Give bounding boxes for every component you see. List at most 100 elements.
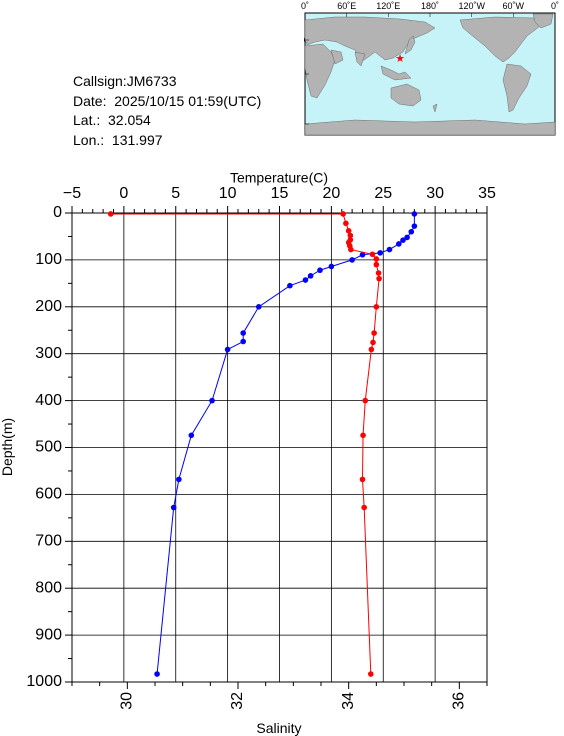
temperature-tick-label: 35 bbox=[478, 185, 496, 202]
map-lon-label: 60˚W bbox=[503, 1, 525, 11]
depth-tick-label: 800 bbox=[35, 579, 62, 596]
land-south-america bbox=[502, 63, 532, 113]
temperature-data-point bbox=[408, 228, 415, 235]
depth-tick-label: 200 bbox=[35, 298, 62, 315]
temperature-data-point bbox=[307, 273, 314, 279]
longitude-label: Lon.: 131.997 bbox=[73, 131, 163, 148]
salinity-data-point bbox=[362, 397, 369, 404]
temperature-data-point bbox=[328, 263, 335, 270]
salinity-data-point bbox=[345, 228, 352, 234]
salinity-tick-label: 34 bbox=[340, 692, 357, 710]
temperature-data-point bbox=[224, 346, 231, 353]
chart-grid bbox=[72, 213, 487, 682]
salinity-data-point bbox=[343, 220, 349, 227]
temperature-data-point bbox=[302, 277, 309, 283]
temperature-data-point bbox=[349, 257, 355, 263]
temperature-tick-label: 0 bbox=[119, 185, 128, 202]
salinity-tick-label: 32 bbox=[229, 692, 246, 710]
salinity-data-point bbox=[373, 304, 380, 310]
land-eurasia bbox=[304, 16, 436, 63]
depth-tick-label: 0 bbox=[53, 204, 62, 221]
depth-tick-label: 900 bbox=[35, 626, 62, 643]
temperature-axis: −5 0 5 10 15 20 25 30 35 bbox=[63, 185, 496, 213]
temperature-data-point bbox=[411, 211, 418, 217]
map-lon-label: 120˚E bbox=[376, 1, 400, 11]
map-lon-label: 0˚ bbox=[301, 1, 309, 11]
salinity-data-point bbox=[360, 432, 366, 439]
temperature-data-point bbox=[240, 330, 246, 336]
temperature-tick-label: 25 bbox=[374, 185, 392, 202]
red-star-icon: ★ bbox=[395, 53, 405, 65]
salinity-data-point bbox=[359, 476, 366, 483]
salinity-tick-label: 36 bbox=[451, 692, 468, 710]
map-lon-label: 180˚ bbox=[421, 1, 439, 11]
salinity-data-point bbox=[371, 330, 377, 336]
temperature-tick-label: 30 bbox=[426, 185, 444, 202]
temperature-data-point bbox=[377, 250, 383, 256]
map-lon-labels: 0˚ 60˚E 120˚E 180˚ 120˚W 60˚W 0˚ bbox=[301, 1, 559, 11]
latitude-label: Lat.: 32.054 bbox=[73, 112, 151, 128]
salinity-data-point bbox=[340, 211, 346, 217]
land-se-asia bbox=[380, 65, 412, 81]
depth-tick-label: 500 bbox=[35, 439, 62, 456]
temperature-series-line bbox=[156, 213, 415, 675]
temperature-data-point bbox=[154, 671, 160, 677]
temperature-data-point bbox=[317, 267, 323, 274]
map-graticule bbox=[304, 13, 556, 125]
salinity-data-point bbox=[347, 232, 354, 239]
land-arabia bbox=[330, 49, 344, 65]
depth-tick-label: 1000 bbox=[26, 673, 62, 690]
depth-axis-label: Depth(m) bbox=[0, 418, 15, 476]
date-label: Date: 2025/10/15 01:59(UTC) bbox=[73, 92, 262, 109]
cast-info-panel: Callsign:JM6733 Date: 2025/10/15 01:59(U… bbox=[73, 72, 261, 150]
salinity-tick-label: 30 bbox=[119, 692, 136, 710]
temperature-data-point bbox=[404, 234, 410, 241]
depth-tick-label: 300 bbox=[35, 345, 62, 362]
temperature-data-point bbox=[188, 432, 195, 439]
salinity-axis: 30 32 34 36 bbox=[71, 682, 488, 710]
temperature-data-point bbox=[386, 246, 393, 253]
land-australia bbox=[390, 83, 422, 107]
salinity-axis-label: Salinity bbox=[256, 720, 301, 736]
series-layer bbox=[107, 211, 418, 677]
land-africa bbox=[304, 43, 336, 99]
depth-tick-label: 400 bbox=[35, 392, 62, 409]
temperature-data-point bbox=[411, 223, 418, 229]
temperature-data-point bbox=[170, 504, 177, 511]
map-lon-label: 120˚W bbox=[458, 1, 485, 11]
salinity-data-point bbox=[368, 346, 375, 353]
depth-tick-label: 600 bbox=[35, 486, 62, 503]
temperature-data-point bbox=[176, 476, 182, 483]
map-lon-label: 0˚ bbox=[551, 1, 559, 11]
depth-tick-label: 100 bbox=[35, 251, 62, 268]
profile-chart: −5 0 5 10 15 20 25 30 35 30 32 34 36 01002003004005… bbox=[0, 170, 496, 736]
land-greenland bbox=[532, 13, 554, 29]
land-newzealand bbox=[432, 103, 438, 113]
temperature-data-point bbox=[255, 304, 262, 310]
salinity-data-point bbox=[368, 671, 374, 677]
salinity-data-point bbox=[373, 256, 380, 262]
temperature-axis-label: Temperature(C) bbox=[230, 170, 328, 185]
temperature-tick-label: 15 bbox=[271, 185, 289, 202]
temperature-data-point bbox=[287, 282, 293, 289]
salinity-data-point bbox=[361, 504, 367, 511]
salinity-data-point bbox=[375, 270, 382, 276]
land-antarctica bbox=[304, 119, 556, 136]
depth-axis: 0 100 200 300 400 500 600 700 800 900 1000 bbox=[26, 204, 72, 690]
salinity-data-point bbox=[369, 251, 376, 258]
salinity-data-point bbox=[370, 339, 376, 346]
temperature-tick-label: 5 bbox=[171, 185, 180, 202]
temperature-data-point bbox=[396, 241, 402, 247]
salinity-data-point bbox=[348, 246, 354, 253]
salinity-data-point bbox=[107, 211, 114, 217]
temperature-data-point bbox=[400, 237, 406, 244]
salinity-data-point bbox=[373, 261, 380, 268]
callsign-label: Callsign:JM6733 bbox=[73, 73, 177, 89]
salinity-data-point bbox=[376, 275, 382, 282]
land-india bbox=[354, 51, 366, 67]
temperature-data-point bbox=[209, 397, 215, 404]
depth-tick-label: 700 bbox=[35, 533, 62, 550]
map-land bbox=[304, 13, 556, 136]
temperature-tick-label: −5 bbox=[63, 185, 81, 202]
